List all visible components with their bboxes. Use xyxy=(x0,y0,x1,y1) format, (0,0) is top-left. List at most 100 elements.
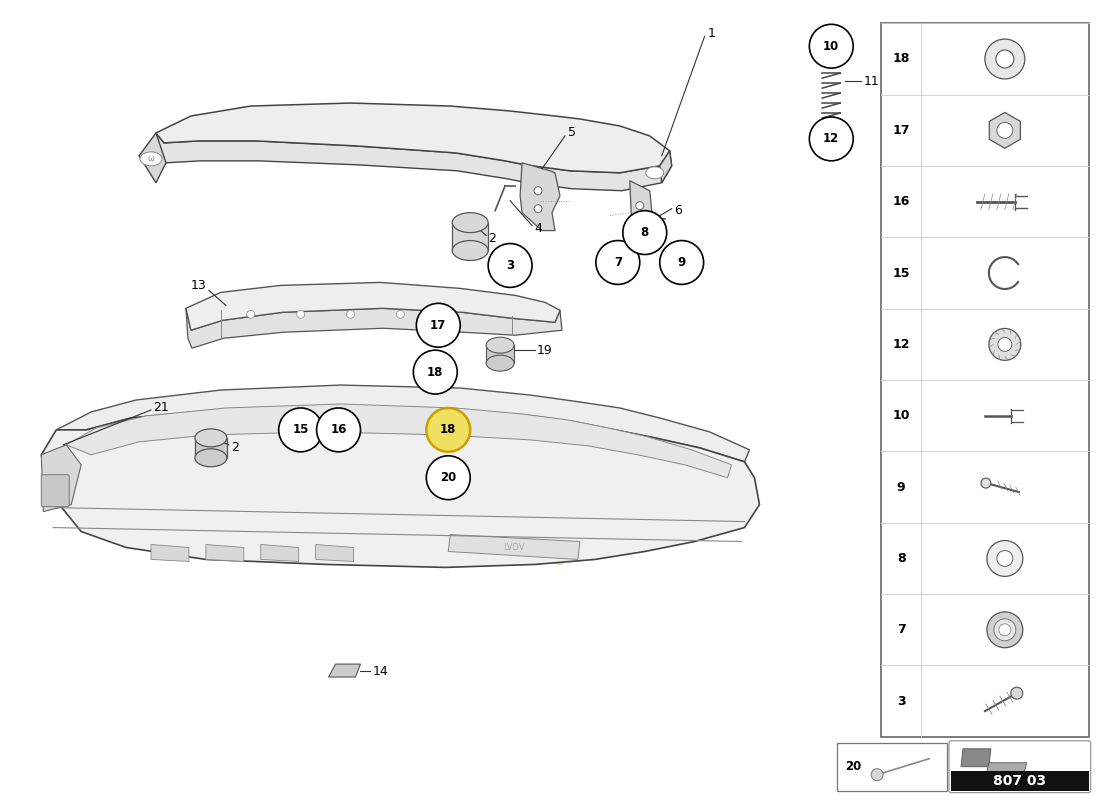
Circle shape xyxy=(999,624,1011,636)
FancyBboxPatch shape xyxy=(195,438,227,458)
Circle shape xyxy=(660,241,704,285)
Text: 17: 17 xyxy=(430,318,447,332)
Polygon shape xyxy=(42,406,759,567)
Text: 6: 6 xyxy=(673,204,682,217)
Circle shape xyxy=(414,350,458,394)
Text: 15: 15 xyxy=(293,423,309,436)
Polygon shape xyxy=(42,445,81,512)
Text: 7: 7 xyxy=(614,256,622,269)
Polygon shape xyxy=(961,749,991,766)
Text: ω: ω xyxy=(147,154,154,163)
Circle shape xyxy=(623,210,667,254)
Circle shape xyxy=(278,408,322,452)
Circle shape xyxy=(810,24,854,68)
Circle shape xyxy=(416,303,460,347)
FancyBboxPatch shape xyxy=(42,474,69,506)
Text: a passion for parts since 1985: a passion for parts since 1985 xyxy=(272,458,569,570)
Text: 9: 9 xyxy=(896,481,905,494)
Circle shape xyxy=(810,117,854,161)
Text: 15: 15 xyxy=(892,266,910,279)
Polygon shape xyxy=(139,133,166,182)
Ellipse shape xyxy=(452,241,488,261)
Circle shape xyxy=(987,612,1023,648)
Polygon shape xyxy=(989,113,1021,148)
Polygon shape xyxy=(66,404,732,478)
Ellipse shape xyxy=(195,429,227,447)
Text: 807 03: 807 03 xyxy=(993,774,1046,788)
Text: V: V xyxy=(112,451,160,509)
Polygon shape xyxy=(630,181,651,229)
Text: 11: 11 xyxy=(864,74,879,88)
Circle shape xyxy=(996,50,1014,68)
Polygon shape xyxy=(186,308,562,348)
Circle shape xyxy=(297,310,305,318)
Polygon shape xyxy=(151,545,189,562)
Ellipse shape xyxy=(452,213,488,233)
Polygon shape xyxy=(449,534,580,559)
FancyBboxPatch shape xyxy=(452,222,488,250)
Circle shape xyxy=(317,408,361,452)
Circle shape xyxy=(871,769,883,781)
FancyBboxPatch shape xyxy=(952,770,1089,790)
Circle shape xyxy=(994,619,1015,641)
Circle shape xyxy=(396,310,405,318)
Text: 7: 7 xyxy=(896,623,905,636)
Text: 21: 21 xyxy=(153,402,168,414)
Text: 17: 17 xyxy=(892,124,910,137)
Circle shape xyxy=(1011,687,1023,699)
Text: 19: 19 xyxy=(537,344,553,357)
Circle shape xyxy=(427,456,470,500)
Circle shape xyxy=(534,205,542,213)
Circle shape xyxy=(596,241,640,285)
Circle shape xyxy=(998,338,1012,351)
Polygon shape xyxy=(156,133,672,190)
Text: 1: 1 xyxy=(707,26,715,40)
Text: 20: 20 xyxy=(440,471,456,484)
Text: 18: 18 xyxy=(892,53,910,66)
Text: 16: 16 xyxy=(330,423,346,436)
Text: 5: 5 xyxy=(568,126,576,139)
Polygon shape xyxy=(206,545,244,562)
Text: LVDV: LVDV xyxy=(504,543,525,552)
Circle shape xyxy=(447,310,454,318)
Text: 10: 10 xyxy=(892,410,910,422)
Text: 9: 9 xyxy=(678,256,685,269)
Ellipse shape xyxy=(486,355,514,371)
Circle shape xyxy=(984,39,1025,79)
Polygon shape xyxy=(261,545,298,562)
FancyBboxPatch shape xyxy=(486,345,514,363)
Circle shape xyxy=(636,202,644,210)
Text: 14: 14 xyxy=(373,665,388,678)
Polygon shape xyxy=(329,664,361,677)
Text: 13: 13 xyxy=(191,279,207,292)
Ellipse shape xyxy=(486,338,514,353)
Polygon shape xyxy=(983,762,1026,785)
Text: 18: 18 xyxy=(427,366,443,378)
Circle shape xyxy=(989,329,1021,360)
Text: 16: 16 xyxy=(892,195,910,208)
Circle shape xyxy=(981,478,991,488)
Circle shape xyxy=(246,310,255,318)
Text: 12: 12 xyxy=(892,338,910,351)
Polygon shape xyxy=(316,545,353,562)
Polygon shape xyxy=(520,163,560,230)
Text: 12: 12 xyxy=(823,133,839,146)
Polygon shape xyxy=(186,282,560,330)
Circle shape xyxy=(346,310,354,318)
Circle shape xyxy=(488,243,532,287)
Text: 4: 4 xyxy=(534,222,542,235)
FancyBboxPatch shape xyxy=(881,23,1089,737)
Text: 20: 20 xyxy=(845,760,861,774)
FancyBboxPatch shape xyxy=(837,743,947,790)
Text: 18: 18 xyxy=(440,423,456,436)
Text: 8: 8 xyxy=(896,552,905,565)
FancyBboxPatch shape xyxy=(949,741,1090,793)
Text: 2: 2 xyxy=(488,232,496,245)
Text: V: V xyxy=(177,461,224,518)
Circle shape xyxy=(997,122,1013,138)
Ellipse shape xyxy=(140,152,162,166)
Circle shape xyxy=(997,550,1013,566)
Circle shape xyxy=(534,186,542,194)
Text: 3: 3 xyxy=(506,259,514,272)
Circle shape xyxy=(427,408,470,452)
